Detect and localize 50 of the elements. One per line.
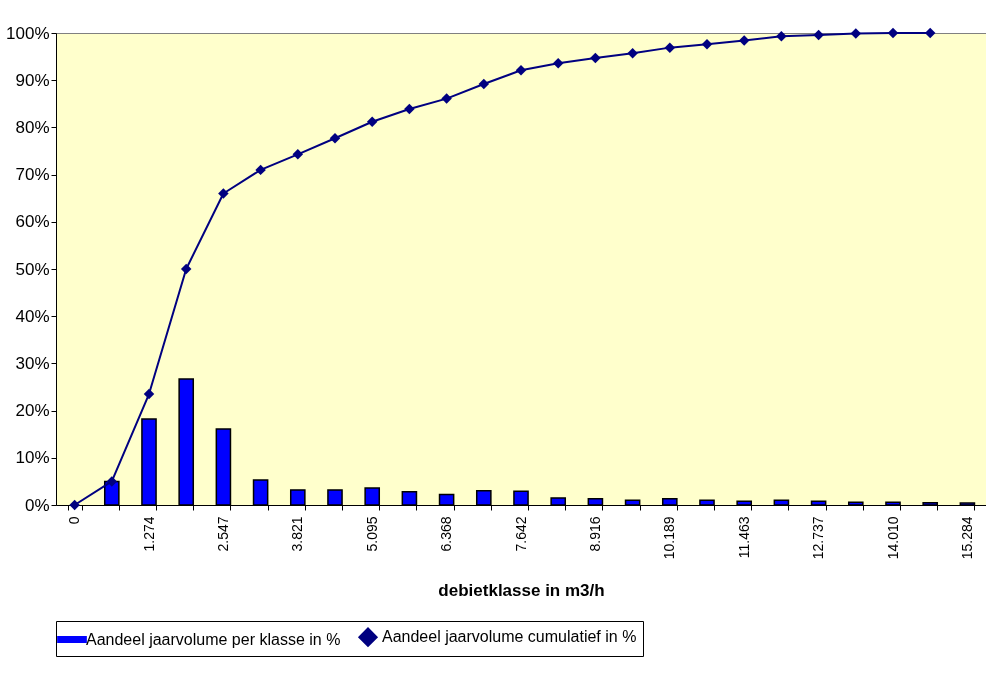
point	[478, 78, 490, 90]
point	[850, 28, 862, 39]
x-tick-label: 12.737	[810, 516, 827, 560]
y-tick-label: 50%	[15, 259, 50, 279]
x-tick-label: 1.274	[140, 516, 157, 552]
point	[664, 42, 676, 53]
y-tick-label: 80%	[15, 117, 50, 137]
point	[590, 52, 601, 64]
y-tick-label: 30%	[15, 353, 50, 373]
point	[218, 188, 229, 199]
point	[738, 35, 750, 46]
x-tick-label: 10.189	[661, 516, 678, 560]
y-tick-label: 40%	[15, 306, 50, 326]
y-tick-label: 100%	[6, 23, 50, 43]
point	[404, 103, 415, 115]
x-tick-label: 11.463	[735, 516, 752, 559]
point	[441, 93, 452, 104]
x-tick-label: 3.821	[289, 516, 306, 552]
point	[366, 116, 378, 127]
point	[627, 48, 638, 59]
y-tick-label: 70%	[15, 165, 50, 185]
y-tick-label: 10%	[15, 448, 50, 468]
point	[552, 57, 564, 69]
point	[701, 39, 713, 50]
x-tick-label: 7.642	[512, 516, 529, 552]
point	[255, 164, 266, 176]
x-tick-label: 15.284	[958, 516, 975, 560]
x-tick-label: 6.368	[438, 516, 455, 552]
point	[143, 388, 155, 400]
point	[813, 29, 824, 41]
x-tick-label: 8.916	[586, 516, 603, 552]
point	[329, 133, 341, 144]
x-tick-label: 14.010	[884, 516, 901, 560]
point	[106, 476, 118, 487]
y-tick-label: 60%	[15, 212, 50, 232]
legend-label: Aandeel jaarvolume cumulatief in %	[382, 628, 637, 646]
x-axis-title: debietklasse in m3/h	[438, 581, 605, 601]
point	[292, 149, 304, 160]
y-tick-label: 20%	[15, 401, 50, 421]
point	[69, 499, 80, 511]
x-tick-label: 5.095	[363, 516, 380, 552]
x-tick-label: 2.547	[214, 516, 231, 552]
y-tick-label: 90%	[15, 70, 50, 90]
point	[180, 263, 192, 275]
point	[887, 27, 899, 39]
point	[515, 65, 527, 76]
legend-label: Aandeel jaarvolume per klasse in %	[86, 630, 341, 648]
point	[776, 31, 787, 42]
y-tick-label: 0%	[24, 495, 50, 515]
x-tick-label: 0	[66, 516, 83, 525]
